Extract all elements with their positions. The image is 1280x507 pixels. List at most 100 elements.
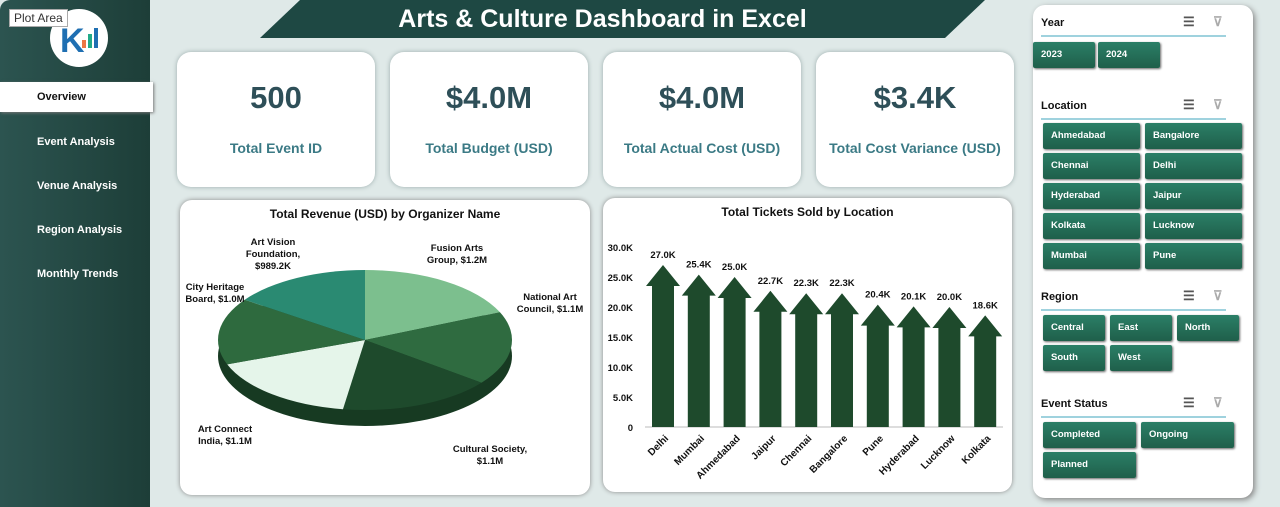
slicer-item-location[interactable]: Pune (1145, 243, 1242, 269)
pie-data-label: Art Vision Foundation, $989.2K (246, 237, 300, 272)
y-tick-label: 0 (628, 423, 633, 434)
slicer-item-region[interactable]: West (1110, 345, 1172, 371)
pie-slice (342, 340, 482, 410)
nav-region-analysis[interactable]: Region Analysis (37, 224, 123, 236)
slicer-header-status: Event Status ☰ ⊽ (1041, 395, 1226, 418)
slicer-item-status[interactable]: Completed (1043, 422, 1136, 448)
bar-arrow (968, 315, 1003, 427)
bar-chart-card[interactable]: Total Tickets Sold by Location 0 5.0K 10.0… (603, 198, 1012, 492)
y-tick-label: 20.0K (608, 303, 633, 314)
slicer-title: Location (1041, 100, 1087, 112)
pie-chart-card[interactable]: Total Revenue (USD) by Organizer Name Fu… (180, 200, 590, 495)
bar-arrow (646, 265, 680, 427)
nav-monthly-trends[interactable]: Monthly Trends (37, 268, 119, 280)
kpi-label: Total Actual Cost (USD) (623, 140, 781, 156)
y-tick-label: 10.0K (608, 363, 633, 374)
bar-data-label: 25.0K (722, 262, 747, 273)
bar-arrow (860, 304, 895, 427)
pie-slice (244, 270, 365, 340)
pie-slice (365, 270, 500, 340)
pie-data-label: Fusion Arts Group, $1.2M (427, 243, 487, 266)
slicer-item-region[interactable]: Central (1043, 315, 1105, 341)
tooltip: Plot Area (9, 9, 68, 27)
slicer-item-status[interactable]: Ongoing (1141, 422, 1234, 448)
bar-arrow (896, 306, 931, 427)
x-tick-label: Jaipur (750, 433, 779, 462)
pie-data-label: Art Connect India, $1.1M (198, 424, 253, 447)
kpi-card-cost-variance: $3.4K Total Cost Variance (USD) (816, 52, 1014, 187)
slicer-item-status[interactable]: Planned (1043, 452, 1136, 478)
multi-select-icon[interactable]: ☰ (1183, 97, 1195, 112)
multi-select-icon[interactable]: ☰ (1183, 288, 1195, 303)
kpi-label: Total Budget (USD) (425, 140, 553, 156)
slicer-item-year[interactable]: 2023 (1033, 42, 1095, 68)
slicer-item-location[interactable]: Mumbai (1043, 243, 1140, 269)
bar-arrow (932, 307, 967, 427)
slicer-header-region: Region ☰ ⊽ (1041, 288, 1226, 311)
x-tick-label: Chennai (779, 433, 815, 469)
x-tick-label: Lucknow (919, 433, 958, 472)
slicer-panel: Year ☰ ⊽ 2023 2024 Location ☰ ⊽ Ahmedabad Bangalo… (1033, 5, 1253, 498)
nav-event-analysis[interactable]: Event Analysis (37, 136, 115, 148)
pie-data-label: City Heritage Board, $1.0M (185, 282, 244, 305)
x-tick-label: Bangalore (808, 433, 851, 476)
slicer-item-location[interactable]: Bangalore (1145, 123, 1242, 149)
slicer-item-location[interactable]: Ahmedabad (1043, 123, 1140, 149)
x-tick-label: Delhi (646, 433, 671, 458)
clear-filter-icon[interactable]: ⊽ (1213, 395, 1223, 410)
bar-arrow (681, 274, 716, 427)
clear-filter-icon[interactable]: ⊽ (1213, 14, 1223, 29)
clear-filter-icon[interactable]: ⊽ (1213, 288, 1223, 303)
slicer-item-location[interactable]: Chennai (1043, 153, 1140, 179)
slicer-title: Region (1041, 291, 1079, 303)
slicer-item-location[interactable]: Hyderabad (1043, 183, 1140, 209)
slicer-title: Year (1041, 17, 1065, 29)
bar-data-label: 18.6K (973, 300, 998, 311)
y-tick-label: 15.0K (608, 333, 633, 344)
bar-data-label: 25.4K (686, 260, 711, 271)
kpi-card-events: 500 Total Event ID (177, 52, 375, 187)
chart-title: Total Revenue (USD) by Organizer Name (269, 207, 501, 221)
bar-data-label: 22.3K (829, 278, 854, 289)
nav-venue-analysis[interactable]: Venue Analysis (37, 180, 118, 192)
page-title: Arts & Culture Dashboard in Excel (220, 0, 985, 38)
kpi-value: 500 (250, 80, 302, 115)
slicer-header-location: Location ☰ ⊽ (1041, 97, 1226, 120)
bar-arrow (789, 293, 824, 427)
kpi-card-actual-cost: $4.0M Total Actual Cost (USD) (603, 52, 801, 187)
pie-data-label: National Art Council, $1.1M (517, 292, 584, 315)
slicer-item-region[interactable]: North (1177, 315, 1239, 341)
slicer-item-location[interactable]: Kolkata (1043, 213, 1140, 239)
bar-data-label: 20.0K (937, 292, 962, 303)
x-tick-label: Pune (861, 433, 886, 458)
pie-data-label: Cultural Society, $1.1M (453, 444, 527, 467)
kpi-label: Total Event ID (229, 140, 323, 156)
svg-text:K: K (60, 22, 85, 58)
bar-data-label: 20.4K (865, 290, 890, 301)
bar-chart: 0 5.0K 10.0K 15.0K 20.0K 25.0K 30.0K 27.0K Delhi… (608, 243, 1003, 482)
clear-filter-icon[interactable]: ⊽ (1213, 97, 1223, 112)
slicer-item-location[interactable]: Jaipur (1145, 183, 1242, 209)
y-tick-label: 25.0K (608, 273, 633, 284)
y-tick-label: 30.0K (608, 243, 633, 254)
multi-select-icon[interactable]: ☰ (1183, 395, 1195, 410)
sidebar: K Overview Event Analysis Venue Analysis… (0, 0, 153, 507)
kpi-label: Total Cost Variance (USD) (829, 140, 1001, 156)
slicer-item-location[interactable]: Lucknow (1145, 213, 1242, 239)
slicer-item-region[interactable]: East (1110, 315, 1172, 341)
kpi-value: $4.0M (445, 80, 533, 115)
logo: K (50, 9, 108, 67)
bar-arrow (753, 290, 788, 427)
multi-select-icon[interactable]: ☰ (1183, 14, 1195, 29)
slicer-item-region[interactable]: South (1043, 345, 1105, 371)
bar-data-label: 20.1K (901, 291, 926, 302)
kpi-value: $4.0M (658, 80, 746, 115)
slicer-title: Event Status (1041, 398, 1108, 410)
y-tick-label: 5.0K (613, 393, 633, 404)
bar-arrow (717, 277, 752, 427)
nav-overview[interactable]: Overview (0, 82, 153, 112)
bar-data-label: 22.7K (758, 276, 783, 287)
pie-slice (227, 340, 365, 410)
slicer-item-location[interactable]: Delhi (1145, 153, 1242, 179)
slicer-item-year[interactable]: 2024 (1098, 42, 1160, 68)
